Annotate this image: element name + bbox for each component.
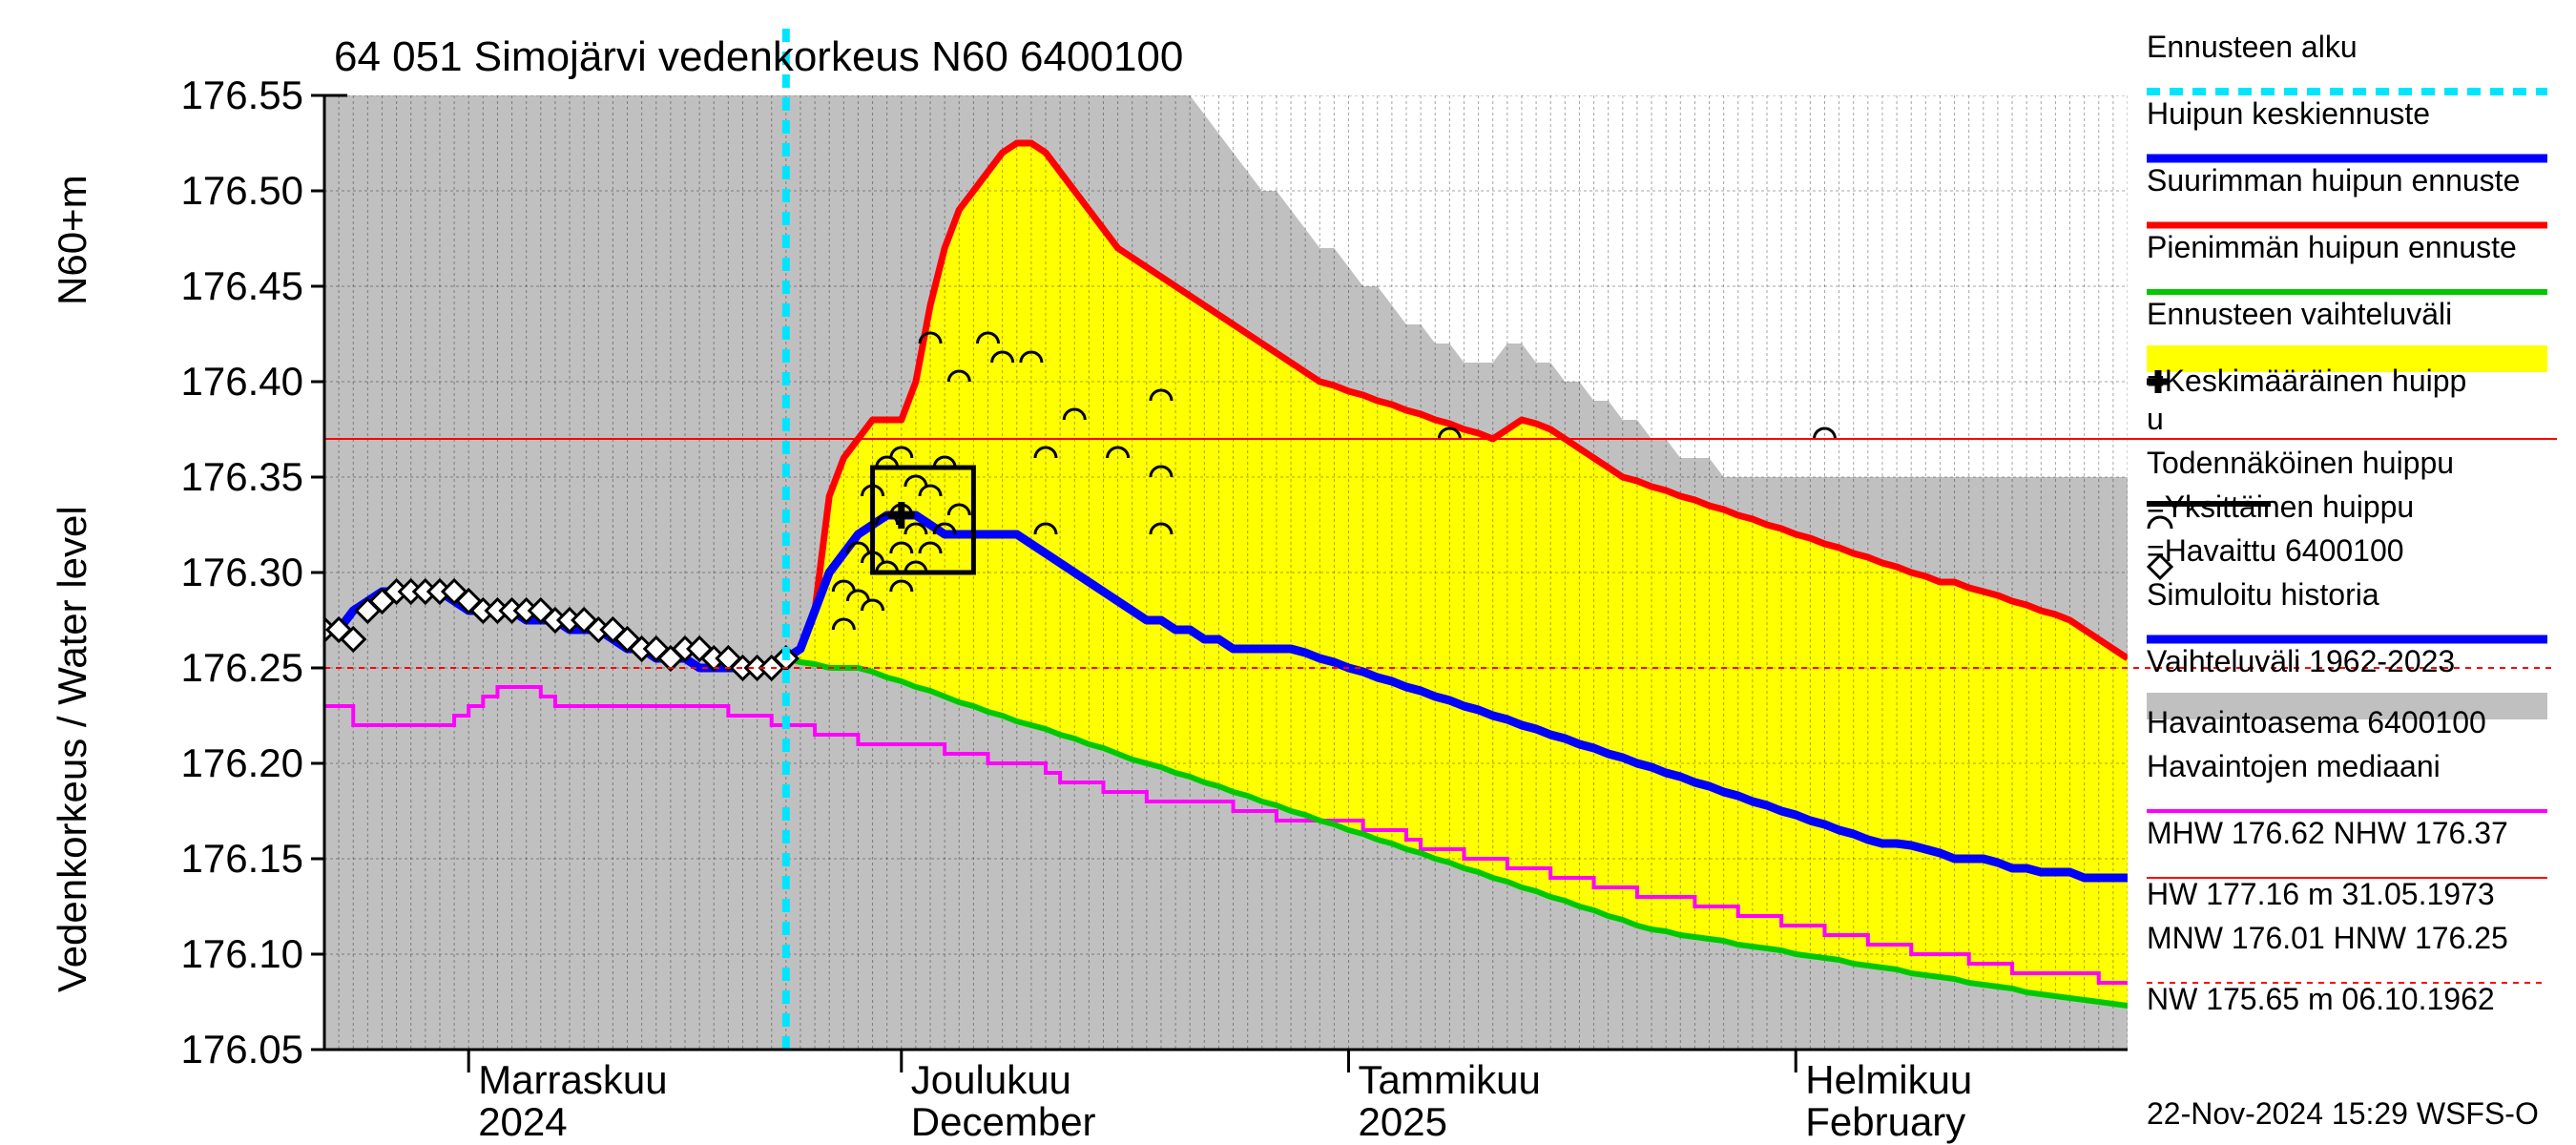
svg-text:176.25: 176.25 xyxy=(181,645,303,690)
svg-text:Huipun keskiennuste: Huipun keskiennuste xyxy=(2147,96,2430,131)
svg-text:2025: 2025 xyxy=(1359,1099,1447,1144)
svg-text:176.05: 176.05 xyxy=(181,1027,303,1072)
svg-text:176.55: 176.55 xyxy=(181,73,303,117)
svg-text:176.20: 176.20 xyxy=(181,740,303,785)
svg-text:December: December xyxy=(911,1099,1096,1144)
svg-text:Vedenkorkeus / Water level: Vedenkorkeus / Water level xyxy=(50,506,94,992)
svg-text:Ennusteen alku: Ennusteen alku xyxy=(2147,30,2358,64)
chart-svg: 176.05 176.10 176.15 176.20 176.25 176.30 176.… xyxy=(0,0,2576,1145)
svg-text:HW 177.16 m 31.05.1973: HW 177.16 m 31.05.1973 xyxy=(2147,877,2495,911)
svg-text:=Havaittu 6400100: =Havaittu 6400100 xyxy=(2147,533,2404,568)
svg-text:Havaintoasema 6400100: Havaintoasema 6400100 xyxy=(2147,705,2486,739)
water-level-chart: 176.05 176.10 176.15 176.20 176.25 176.30 176.… xyxy=(0,0,2576,1145)
svg-text:Simuloitu historia: Simuloitu historia xyxy=(2147,577,2379,612)
svg-text:176.35: 176.35 xyxy=(181,454,303,499)
svg-text:Pienimmän huipun ennuste: Pienimmän huipun ennuste xyxy=(2147,230,2517,264)
svg-text:Suurimman huipun ennuste: Suurimman huipun ennuste xyxy=(2147,163,2520,198)
svg-text:Joulukuu: Joulukuu xyxy=(911,1057,1071,1102)
svg-text:176.30: 176.30 xyxy=(181,550,303,594)
svg-text:February: February xyxy=(1805,1099,1965,1144)
svg-text:Todennäköinen huippu: Todennäköinen huippu xyxy=(2147,446,2454,480)
svg-text:2024: 2024 xyxy=(478,1099,567,1144)
svg-text:176.50: 176.50 xyxy=(181,168,303,213)
svg-text:Helmikuu: Helmikuu xyxy=(1805,1057,1972,1102)
svg-text:22-Nov-2024 15:29 WSFS-O: 22-Nov-2024 15:29 WSFS-O xyxy=(2147,1096,2539,1131)
svg-text:176.45: 176.45 xyxy=(181,263,303,308)
svg-text:176.40: 176.40 xyxy=(181,359,303,404)
svg-text:MNW 176.01 HNW 176.25: MNW 176.01 HNW 176.25 xyxy=(2147,921,2508,955)
svg-text:176.15: 176.15 xyxy=(181,836,303,881)
svg-text:u: u xyxy=(2147,402,2164,436)
svg-text:Tammikuu: Tammikuu xyxy=(1359,1057,1541,1102)
svg-text:Marraskuu: Marraskuu xyxy=(478,1057,667,1102)
svg-text:64 051 Simojärvi vedenkorkeus: 64 051 Simojärvi vedenkorkeus N60 640010… xyxy=(334,33,1183,80)
svg-text:176.10: 176.10 xyxy=(181,931,303,976)
svg-text:Havaintojen mediaani: Havaintojen mediaani xyxy=(2147,749,2441,783)
svg-text:Ennusteen vaihteluväli: Ennusteen vaihteluväli xyxy=(2147,297,2452,331)
svg-text:=Keskimääräinen huipp: =Keskimääräinen huipp xyxy=(2147,364,2466,398)
svg-text:NW 175.65 m 06.10.1962: NW 175.65 m 06.10.1962 xyxy=(2147,982,2495,1016)
svg-text:Vaihteluväli 1962-2023: Vaihteluväli 1962-2023 xyxy=(2147,644,2455,678)
svg-text:N60+m: N60+m xyxy=(50,175,94,305)
svg-text:MHW 176.62 NHW 176.37: MHW 176.62 NHW 176.37 xyxy=(2147,816,2508,850)
